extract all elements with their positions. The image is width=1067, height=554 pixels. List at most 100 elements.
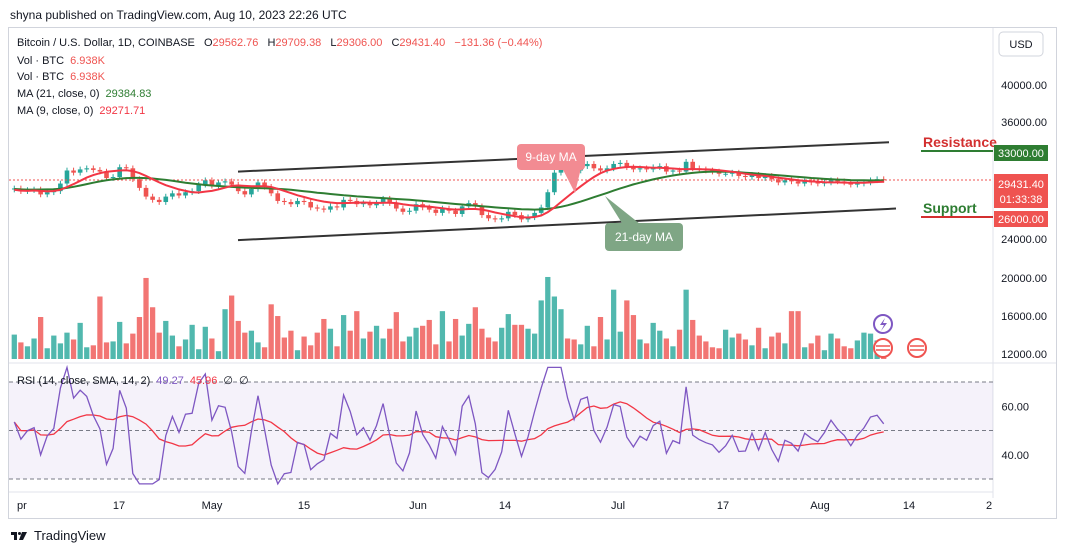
candle-body	[374, 203, 379, 206]
volume-bar	[709, 347, 716, 359]
volume-value: 6.938K	[70, 55, 106, 67]
change-value: −131.36 (−0.44%)	[454, 37, 542, 49]
candle-body	[802, 181, 807, 184]
volume-bar	[420, 325, 426, 359]
time-tick-label: Jul	[611, 500, 625, 512]
candle-body	[855, 183, 860, 185]
candle-body	[762, 175, 768, 179]
us-flag-icon-2[interactable]	[907, 338, 927, 358]
volume-bar	[347, 330, 353, 359]
time-tick-label: May	[202, 500, 223, 512]
volume-bar	[84, 347, 90, 359]
volume-bar	[802, 347, 808, 359]
volume-bar	[643, 343, 650, 359]
volume-bar	[782, 343, 788, 359]
rsi-ma-legend-value: 45.96	[190, 375, 218, 387]
candle-body	[268, 186, 274, 194]
resistance-price-badge	[994, 145, 1048, 161]
ma21-legend-value: 29384.83	[106, 88, 152, 100]
volume-bar	[426, 319, 432, 359]
volume-bar	[466, 323, 472, 359]
candle-body	[453, 210, 458, 214]
candle-body	[631, 167, 636, 170]
volume-bar	[512, 324, 518, 359]
close-label: C	[391, 37, 399, 49]
close-value: 29431.40	[399, 37, 445, 49]
volume-bar	[663, 338, 669, 359]
svg-text:MA (21, close, 0)29384.83: MA (21, close, 0) 29384.83	[17, 88, 151, 100]
chart-canvas[interactable]: Resistance Support 9-day MA 21-day MA Bi…	[9, 28, 1056, 518]
candle-body	[756, 174, 761, 179]
volume-bar	[788, 311, 795, 359]
candle-body	[486, 215, 491, 219]
candle-body	[440, 208, 445, 213]
candle-body	[91, 168, 96, 170]
volume-bar	[31, 338, 37, 359]
volume-bar	[630, 315, 637, 359]
us-flag-icon[interactable]	[873, 338, 893, 358]
candle-body	[64, 170, 70, 184]
volume-bar	[321, 318, 327, 359]
candle-body	[749, 174, 755, 178]
candle-body	[881, 179, 887, 181]
volume-bar	[294, 350, 301, 359]
volume-bar	[44, 348, 50, 359]
time-axis[interactable]: pr 17 May 15 Jun 14 Jul 17 Aug 14 2	[17, 500, 992, 512]
candle-body	[282, 200, 287, 203]
volume-bar	[485, 337, 492, 359]
candle-body	[130, 168, 136, 180]
volume-bar	[163, 320, 169, 359]
footer-brand[interactable]: TradingView	[34, 528, 106, 543]
volume-bar	[308, 345, 314, 359]
volume-bar	[209, 338, 215, 359]
ma9-line	[14, 165, 884, 219]
low-value: 29306.00	[337, 37, 383, 49]
volume-bar	[439, 311, 446, 359]
volume-bar	[584, 325, 590, 359]
candle-body	[407, 210, 412, 212]
open-label: O	[204, 37, 213, 49]
volume-bar	[130, 333, 136, 359]
volume-bar	[314, 332, 320, 359]
lightning-icon-glyph	[880, 318, 887, 331]
candle-body	[11, 188, 17, 190]
currency-button[interactable]	[998, 31, 1044, 57]
volume-bar	[499, 327, 505, 359]
volume-bar	[459, 335, 465, 359]
volume-bar	[143, 277, 149, 359]
volume-bar	[261, 347, 268, 359]
footer: TradingView	[10, 528, 106, 543]
volume-bar	[11, 334, 17, 359]
volume-bar	[538, 300, 544, 359]
volume-bar	[136, 317, 143, 359]
candle-body	[222, 181, 228, 183]
ma9-legend-value: 29271.71	[99, 105, 145, 117]
price-tick-label: 24000.00	[1001, 234, 1047, 246]
candle-body	[611, 163, 616, 169]
support-trendline[interactable]	[237, 207, 897, 242]
volume-bar	[821, 350, 828, 359]
candle-body	[723, 173, 728, 175]
volume-bar	[176, 346, 182, 359]
resistance-label: Resistance	[923, 134, 997, 150]
volume-bar	[551, 296, 558, 359]
currency-button-label[interactable]: USD	[1009, 39, 1032, 51]
candle-body	[209, 180, 215, 186]
volume-bar	[808, 343, 814, 359]
symbol-title: Bitcoin / U.S. Dollar, 1D, COINBASE	[17, 37, 195, 49]
volume-bar	[670, 346, 676, 359]
candle-body	[499, 218, 504, 220]
volume-bar	[834, 338, 841, 359]
price-tick-label: 16000.00	[1001, 311, 1047, 323]
candle-body	[782, 180, 788, 183]
volume-bar	[696, 335, 702, 359]
time-tick-label: 2	[986, 500, 992, 512]
volume-bar	[433, 344, 439, 359]
rsi-axis: 60.00 40.00	[1001, 401, 1029, 462]
volume-label: Vol · BTC	[17, 55, 64, 67]
candle-body	[137, 179, 142, 188]
volume-bar	[518, 324, 525, 359]
candle-body	[690, 161, 696, 169]
volume-bar	[828, 333, 834, 359]
candle-body	[110, 177, 116, 179]
